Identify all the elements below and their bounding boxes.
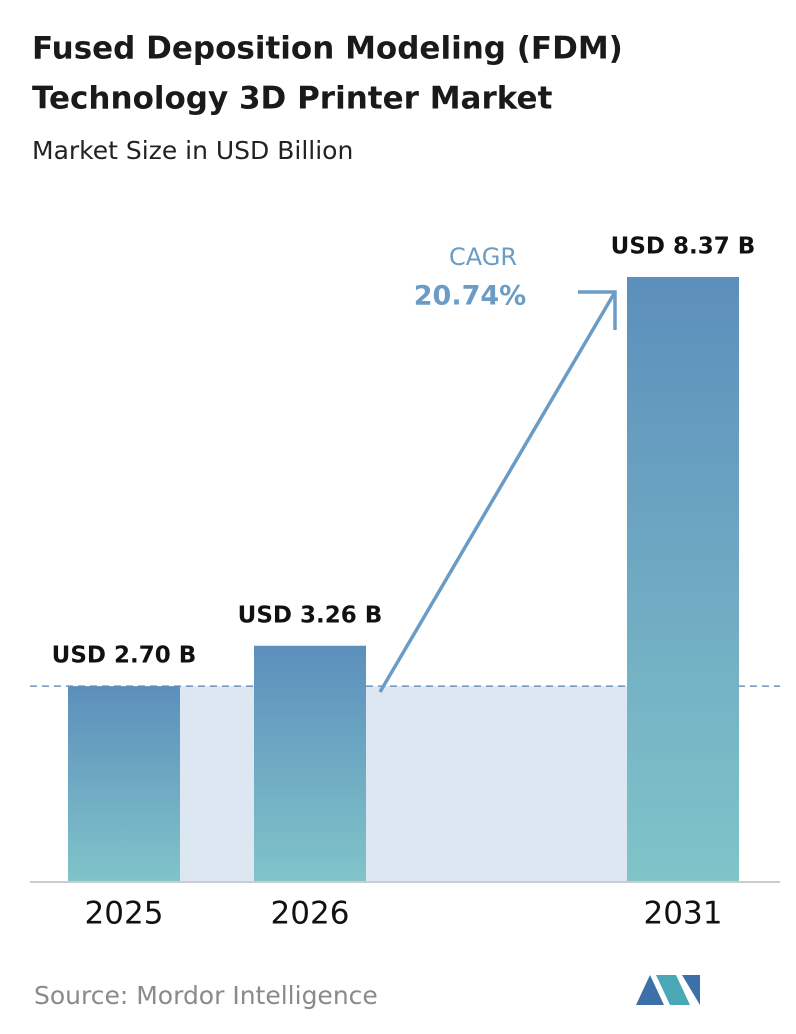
value-label: USD 8.37 B [611,234,756,260]
chart-title: Fused Deposition Modeling (FDM) [32,31,623,67]
value-label: USD 3.26 B [238,602,383,628]
bar [627,277,739,881]
x-tick-label: 2026 [271,896,350,932]
bar [254,645,366,881]
bar [68,686,180,881]
x-tick-label: 2031 [644,896,723,932]
chart-title: Technology 3D Printer Market [32,81,553,117]
x-tick-label: 2025 [85,896,164,932]
source: Source: Mordor Intelligence [34,981,378,1010]
cagr-label: CAGR [449,243,517,271]
cagr-arrow [378,290,617,693]
chart-subtitle: Market Size in USD Billion [32,136,353,165]
cagr-value: 20.74% [414,281,526,312]
value-label: USD 2.70 B [52,643,197,669]
logo [636,975,700,1005]
